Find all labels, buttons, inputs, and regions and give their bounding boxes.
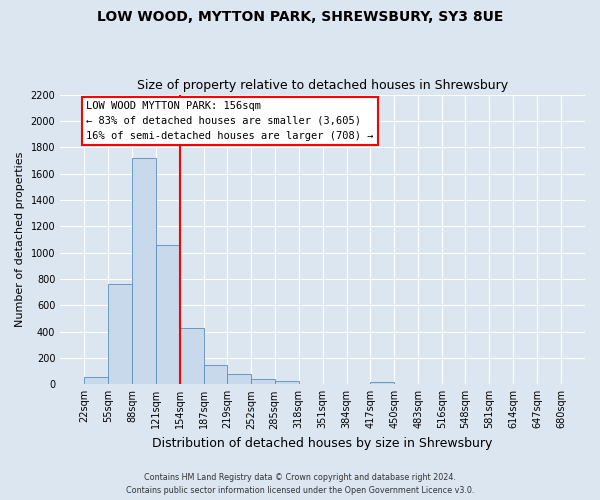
Text: Contains HM Land Registry data © Crown copyright and database right 2024.
Contai: Contains HM Land Registry data © Crown c… xyxy=(126,474,474,495)
Bar xyxy=(132,158,156,384)
Y-axis label: Number of detached properties: Number of detached properties xyxy=(15,152,25,327)
X-axis label: Distribution of detached houses by size in Shrewsbury: Distribution of detached houses by size … xyxy=(152,437,493,450)
Bar xyxy=(156,244,180,384)
Text: LOW WOOD MYTTON PARK: 156sqm
← 83% of detached houses are smaller (3,605)
16% of: LOW WOOD MYTTON PARK: 156sqm ← 83% of de… xyxy=(86,101,374,140)
Bar xyxy=(227,374,251,384)
Bar xyxy=(108,284,132,384)
Title: Size of property relative to detached houses in Shrewsbury: Size of property relative to detached ho… xyxy=(137,79,508,92)
Bar xyxy=(370,382,394,384)
Bar xyxy=(251,379,275,384)
Bar xyxy=(203,365,227,384)
Bar xyxy=(275,381,299,384)
Bar xyxy=(180,328,203,384)
Bar xyxy=(84,377,108,384)
Text: LOW WOOD, MYTTON PARK, SHREWSBURY, SY3 8UE: LOW WOOD, MYTTON PARK, SHREWSBURY, SY3 8… xyxy=(97,10,503,24)
